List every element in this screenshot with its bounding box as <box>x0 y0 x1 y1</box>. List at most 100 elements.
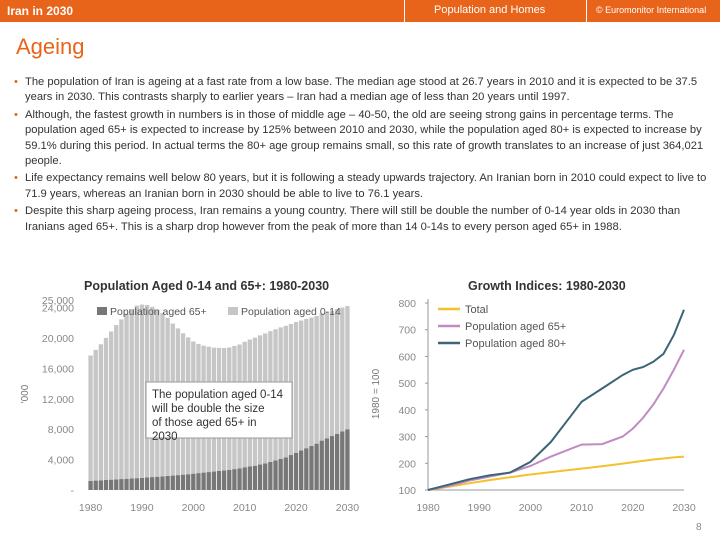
bar-aged-0-14 <box>93 349 98 481</box>
bar-aged-65-plus <box>114 479 119 490</box>
bar-aged-65-plus <box>324 438 330 490</box>
bar-aged-0-14 <box>134 305 139 479</box>
bullet-text: Although, the fastest growth in numbers … <box>25 108 704 168</box>
bar-aged-65-plus <box>252 465 258 490</box>
bullet-item: • The population of Iran is ageing at a f… <box>14 75 714 106</box>
annotation-box <box>145 381 293 439</box>
y-tick-label: 400 <box>398 405 416 417</box>
y-tick-label: 8,000 <box>48 424 74 436</box>
bar-aged-0-14 <box>124 313 129 479</box>
x-tick-label: 1990 <box>468 502 492 514</box>
bar-aged-65-plus <box>288 455 294 490</box>
growth-indices-chart: Growth Indices: 1980-2030 1980 = 100 800… <box>371 279 696 514</box>
bar-aged-65-plus <box>268 461 273 490</box>
chart-title: Growth Indices: 1980-2030 <box>468 279 626 293</box>
bar-aged-0-14 <box>340 307 345 432</box>
bullet-icon: • <box>14 205 18 218</box>
x-tick-label: 2000 <box>182 502 206 514</box>
bar-aged-0-14 <box>334 309 340 434</box>
bar-aged-0-14 <box>293 322 299 453</box>
bar-aged-0-14 <box>329 310 335 437</box>
bar-aged-65-plus <box>165 475 170 490</box>
bar-aged-65-plus <box>334 433 340 490</box>
bar-aged-0-14 <box>314 315 319 444</box>
bar-aged-65-plus <box>237 468 242 490</box>
bar-aged-65-plus <box>257 464 263 490</box>
bar-aged-65-plus <box>329 436 335 490</box>
bar-aged-65-plus <box>232 469 237 490</box>
bar-aged-65-plus <box>345 429 350 490</box>
x-tick-label: 1980 <box>416 502 440 514</box>
series-line-aged-80-plus <box>427 309 685 491</box>
bar-aged-65-plus <box>314 443 319 490</box>
bar-aged-65-plus <box>88 480 93 490</box>
section-title: Iran in 2030 <box>7 4 74 18</box>
copyright: © Euromonitor International <box>596 5 707 15</box>
y-tick-label: 200 <box>398 458 416 470</box>
series-line-total <box>427 455 685 491</box>
bullet-item: • Life expectancy remains well below 80 y… <box>14 171 714 202</box>
bar-aged-65-plus <box>293 452 299 490</box>
bar-aged-65-plus <box>340 431 345 490</box>
y-tick-label: 25,000 <box>42 295 74 307</box>
bullet-text: Despite this sharp ageing process, Iran … <box>25 205 681 233</box>
bullet-item: • Despite this sharp ageing process, Iran… <box>14 204 714 235</box>
bar-aged-65-plus <box>211 471 217 490</box>
bar-aged-65-plus <box>119 479 124 490</box>
y-tick-label: - <box>71 485 75 497</box>
bar-aged-65-plus <box>263 463 268 490</box>
bar-aged-65-plus <box>144 477 150 490</box>
bar-aged-65-plus <box>134 478 139 490</box>
bar-aged-0-14 <box>88 355 93 481</box>
series-line-aged-65-plus <box>427 349 685 491</box>
legend-label-65: Population aged 65+ <box>110 306 207 318</box>
y-tick-label: 800 <box>398 298 416 310</box>
bar-aged-0-14 <box>139 304 145 478</box>
bar-aged-0-14 <box>103 337 109 480</box>
bar-aged-65-plus <box>175 475 181 490</box>
bar-aged-65-plus <box>108 479 114 490</box>
bar-aged-0-14 <box>299 320 304 451</box>
header-divider <box>404 0 405 22</box>
x-tick-label: 1990 <box>130 502 154 514</box>
page-number: 8 <box>696 522 702 533</box>
bar-aged-65-plus <box>283 457 288 490</box>
y-tick-label: 500 <box>398 378 416 390</box>
y-tick-label: 100 <box>398 485 416 497</box>
population-chart: Population Aged 0-14 and 65+: 1980-2030 … <box>20 279 360 514</box>
bar-aged-65-plus <box>170 475 175 490</box>
legend-label: Population aged 80+ <box>465 338 566 350</box>
x-tick-label: 2020 <box>621 502 645 514</box>
bar-aged-65-plus <box>124 478 129 490</box>
annotation-line: will be double the size <box>151 403 265 415</box>
bar-aged-65-plus <box>319 440 324 490</box>
y-axis-label: '000 <box>20 384 31 403</box>
bar-aged-65-plus <box>273 460 278 490</box>
x-tick-label: 2000 <box>519 502 543 514</box>
header-bar: Iran in 2030 Population and Homes © Euro… <box>0 0 720 22</box>
bar-aged-65-plus <box>242 467 247 490</box>
bar-aged-0-14 <box>309 317 314 446</box>
bar-aged-65-plus <box>155 476 160 490</box>
bullet-icon: • <box>14 76 18 88</box>
annotation-line: of those aged 65+ in <box>152 417 257 429</box>
bar-aged-65-plus <box>309 445 314 490</box>
x-tick-label: 2030 <box>336 502 360 514</box>
bullet-icon: • <box>14 108 18 121</box>
bullet-list: • The population of Iran is ageing at a f… <box>14 75 714 237</box>
y-tick-label: 24,000 <box>42 303 74 315</box>
bar-aged-0-14 <box>119 319 124 480</box>
legend-label: Population aged 65+ <box>465 321 566 333</box>
bar-aged-0-14 <box>129 308 134 479</box>
annotation-line: The population aged 0-14 <box>152 389 284 401</box>
bar-aged-65-plus <box>247 466 252 490</box>
bar-aged-0-14 <box>114 325 119 480</box>
chart-title: Population Aged 0-14 and 65+: 1980-2030 <box>84 279 329 293</box>
topic-title: Population and Homes <box>434 4 546 16</box>
bar-aged-0-14 <box>345 306 350 430</box>
y-tick-label: 16,000 <box>42 363 74 375</box>
bar-aged-65-plus <box>139 477 145 490</box>
bar-aged-0-14 <box>98 344 104 481</box>
bar-aged-65-plus <box>160 476 165 490</box>
bullet-text: Life expectancy remains well below 80 ye… <box>25 172 707 200</box>
